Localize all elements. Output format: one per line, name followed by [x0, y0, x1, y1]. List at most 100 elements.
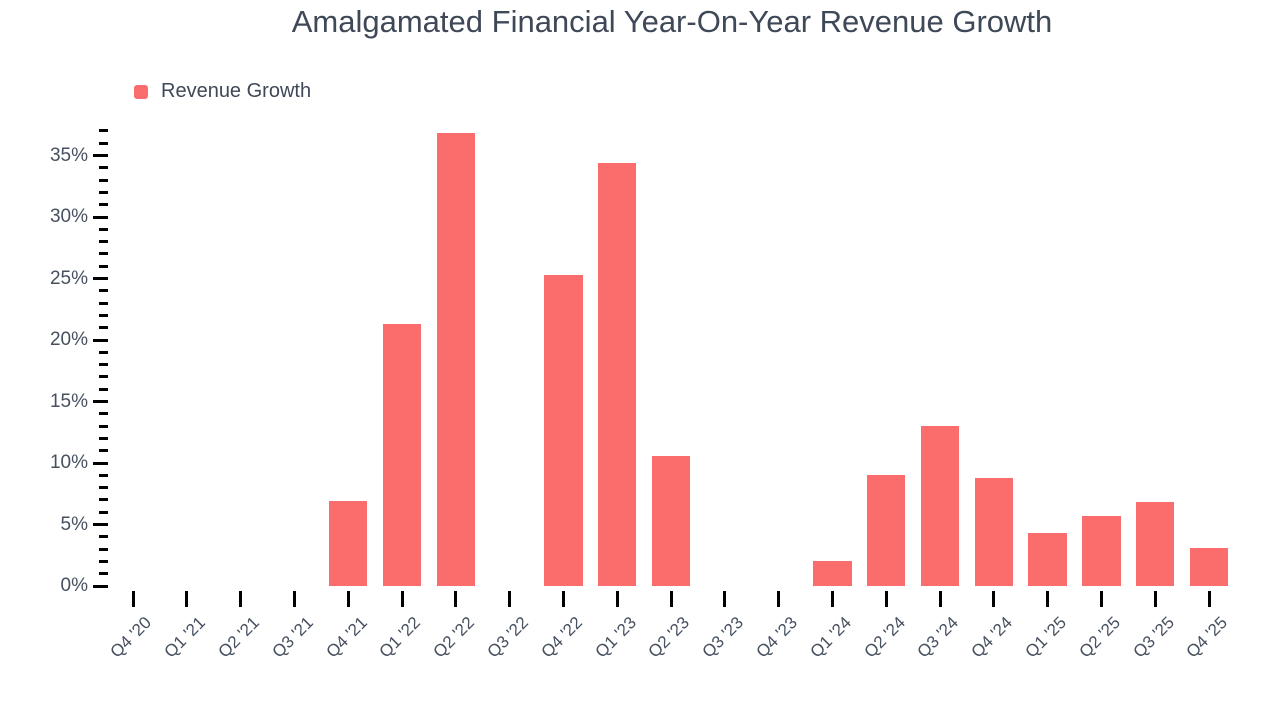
y-axis-major-tick	[93, 523, 108, 526]
y-axis-major-tick	[93, 400, 108, 403]
y-axis-minor-tick	[99, 203, 108, 207]
x-axis-label: Q2 '21	[214, 613, 264, 662]
bar[interactable]	[813, 561, 852, 586]
x-axis-tick	[1207, 591, 1211, 607]
x-axis-label: Q1 '24	[806, 613, 855, 662]
bar[interactable]	[1135, 502, 1175, 586]
y-axis-label: 30%	[49, 206, 88, 227]
y-axis-minor-tick	[99, 387, 108, 391]
x-axis-tick	[131, 591, 135, 607]
y-axis-minor-tick	[99, 547, 108, 551]
x-axis-label: Q4 '21	[322, 613, 371, 662]
y-axis-label: 0%	[60, 575, 88, 596]
y-axis-minor-tick	[99, 436, 108, 440]
x-axis-tick	[508, 591, 512, 607]
y-axis-label: 5%	[60, 513, 88, 535]
x-axis-tick	[669, 591, 673, 607]
x-axis-tick	[723, 591, 727, 607]
x-axis-label: Q2 '23	[644, 613, 694, 662]
bar[interactable]	[382, 324, 422, 586]
bar[interactable]	[651, 455, 691, 586]
bar[interactable]	[597, 162, 637, 586]
y-axis-major-tick	[93, 461, 108, 465]
x-axis-label: Q3 '24	[913, 613, 963, 662]
x-axis-tick	[938, 591, 942, 607]
x-axis-tick	[830, 591, 834, 607]
bar[interactable]	[544, 274, 583, 586]
x-axis-label: Q3 '23	[698, 613, 748, 662]
y-axis-minor-tick	[99, 264, 108, 268]
legend-swatch-icon	[134, 84, 148, 99]
bar[interactable]	[866, 475, 906, 586]
x-axis-label: Q4 '24	[967, 613, 1017, 662]
y-axis-minor-tick	[99, 424, 108, 428]
x-axis-label: Q1 '21	[160, 613, 210, 662]
y-axis-minor-tick	[99, 572, 108, 576]
x-axis-label: Q1 '23	[591, 613, 640, 662]
y-axis-minor-tick	[99, 375, 108, 379]
x-axis-tick	[992, 591, 996, 607]
y-axis-minor-tick	[99, 498, 108, 502]
bar[interactable]	[1082, 515, 1121, 586]
x-axis-tick	[777, 591, 781, 607]
y-axis-major-tick	[93, 277, 108, 280]
y-axis-major-tick	[93, 584, 108, 588]
y-axis-minor-tick	[99, 363, 108, 367]
x-axis-tick	[346, 591, 350, 607]
y-axis-minor-tick	[99, 313, 108, 317]
y-axis-minor-tick	[99, 252, 108, 256]
x-axis-label: Q4 '23	[752, 613, 802, 662]
x-axis-label: Q2 '22	[429, 613, 479, 662]
y-axis-label: 35%	[49, 144, 88, 166]
bar[interactable]	[1028, 533, 1067, 586]
y-axis-label: 20%	[49, 329, 88, 350]
y-axis-minor-tick	[99, 141, 108, 145]
x-axis-tick	[1046, 591, 1050, 607]
x-axis-label: Q1 '22	[375, 613, 425, 662]
x-axis-tick	[1099, 591, 1103, 607]
x-axis-tick	[185, 591, 189, 607]
x-axis-tick	[239, 591, 243, 607]
x-axis-tick	[454, 591, 458, 607]
y-axis-minor-tick	[99, 559, 108, 563]
y-axis-minor-tick	[99, 535, 108, 539]
y-axis-minor-tick	[99, 190, 108, 194]
y-axis-minor-tick	[99, 129, 108, 133]
bar[interactable]	[920, 426, 960, 586]
y-axis-major-tick	[93, 215, 108, 219]
bar[interactable]	[1189, 547, 1229, 586]
y-axis-minor-tick	[99, 178, 108, 182]
y-axis-label: 15%	[49, 390, 88, 412]
x-axis-label: Q4 '22	[537, 613, 586, 662]
y-axis-minor-tick	[99, 240, 108, 244]
bar[interactable]	[328, 501, 368, 586]
x-axis-label: Q3 '22	[483, 613, 533, 662]
y-axis-major-tick	[93, 154, 108, 157]
bar[interactable]	[436, 133, 476, 586]
bar[interactable]	[974, 477, 1014, 586]
y-axis-minor-tick	[99, 326, 108, 330]
y-axis-minor-tick	[99, 227, 108, 231]
y-axis-label: 10%	[49, 452, 88, 473]
y-axis-minor-tick	[99, 301, 108, 305]
y-axis-minor-tick	[99, 473, 108, 477]
y-axis-label: 25%	[49, 267, 88, 289]
x-axis-tick	[292, 591, 296, 607]
x-axis-tick	[400, 591, 404, 607]
chart-title: Amalgamated Financial Year-On-Year Reven…	[291, 4, 1053, 39]
x-axis-label: Q4 '25	[1182, 613, 1232, 662]
x-axis-label: Q2 '24	[860, 613, 909, 662]
x-axis-tick	[615, 591, 619, 607]
x-axis-tick	[884, 591, 888, 607]
y-axis-minor-tick	[99, 486, 108, 490]
y-axis-minor-tick	[99, 510, 108, 514]
y-axis-minor-tick	[99, 449, 108, 453]
y-axis-minor-tick	[99, 166, 108, 170]
legend-item-revenue-growth[interactable]: Revenue Growth	[134, 80, 311, 103]
x-axis-tick	[1153, 591, 1157, 607]
x-axis-label: Q3 '21	[268, 613, 317, 662]
legend-label: Revenue Growth	[161, 80, 312, 102]
y-axis-minor-tick	[99, 412, 108, 416]
